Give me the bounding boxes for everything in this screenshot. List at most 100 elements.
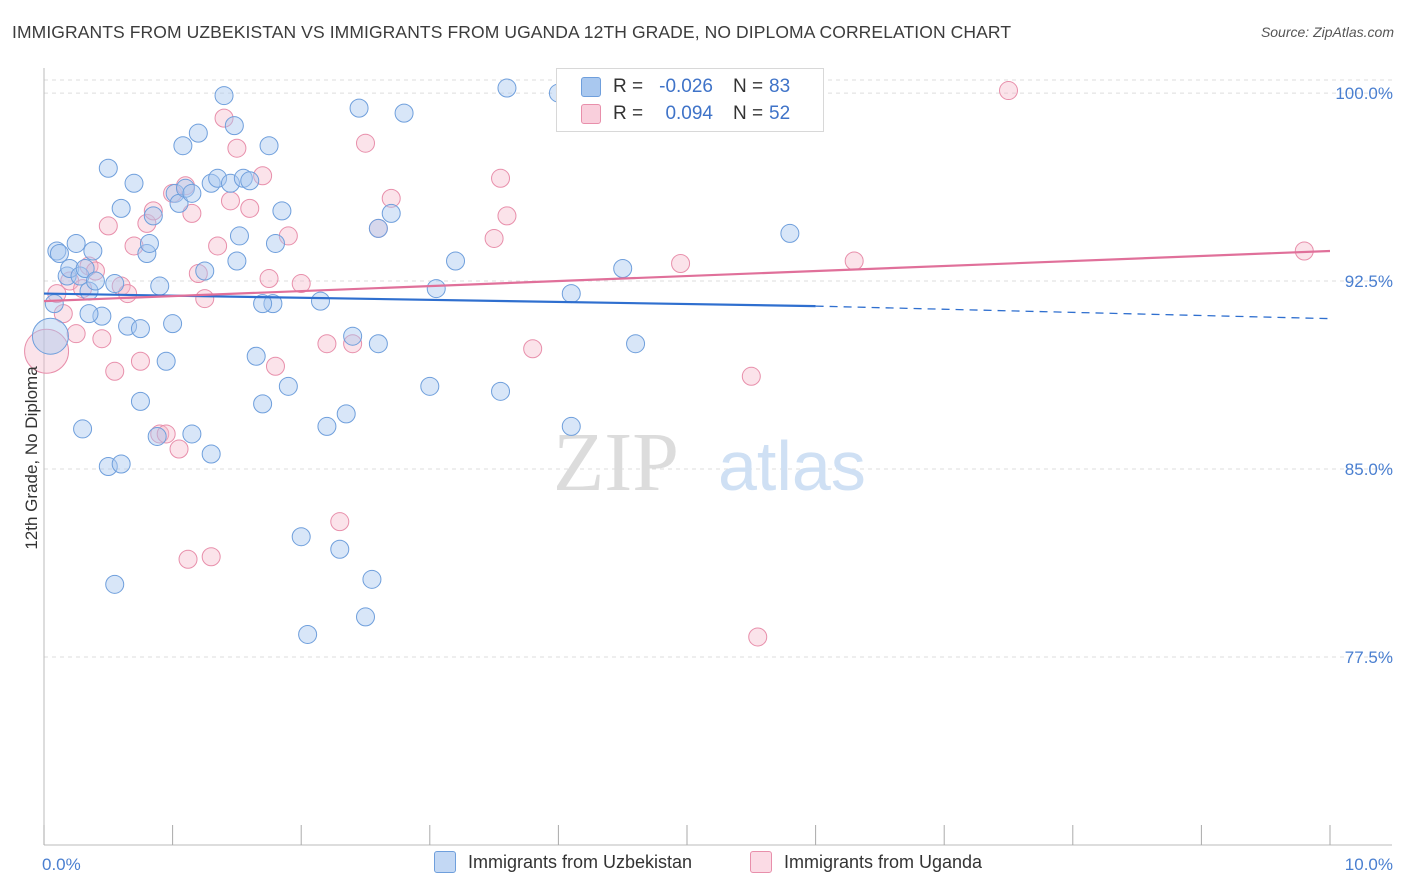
legend-row-uzbekistan: R = -0.026 N = 83 <box>581 75 790 99</box>
y-tick-labels: 77.5% 85.0% 92.5% 100.0% <box>1335 84 1393 667</box>
uzbekistan-point <box>105 574 125 594</box>
legend-swatch-pink <box>581 104 601 124</box>
uganda-point <box>844 251 864 271</box>
uzbekistan-point <box>613 259 633 279</box>
legend-label-uzbekistan: Immigrants from Uzbekistan <box>468 851 693 872</box>
uzbekistan-point <box>83 241 103 261</box>
uganda-point <box>201 547 221 567</box>
uzbekistan-point <box>310 291 330 311</box>
uganda-point <box>214 108 234 128</box>
uzbekistan-point <box>111 454 131 474</box>
uganda-point <box>66 324 86 344</box>
uzbekistan-point <box>330 539 350 559</box>
uzbekistan-point <box>497 78 517 98</box>
y-tick-label: 85.0% <box>1345 460 1393 479</box>
legend-item-uzbekistan: Immigrants from Uzbekistan <box>434 851 692 873</box>
watermark-atlas: atlas <box>718 427 866 505</box>
uzbekistan-point <box>491 381 511 401</box>
uganda-point <box>240 198 260 218</box>
legend-r-label: R = <box>613 76 644 97</box>
uganda-point <box>484 228 504 248</box>
uganda-point <box>253 166 273 186</box>
uzbekistan-point <box>79 304 99 324</box>
uzbekistan-trend-extension <box>815 305 1331 320</box>
uzbekistan-point <box>139 233 159 253</box>
uzbekistan-point <box>246 346 266 366</box>
legend-n-value: 52 <box>769 103 791 124</box>
uzbekistan-point <box>208 168 228 188</box>
uganda-point <box>381 188 401 208</box>
uganda-point <box>265 356 285 376</box>
watermark-zip: ZIP <box>553 416 679 509</box>
legend-n-value: 83 <box>769 76 791 97</box>
uganda-point <box>105 361 125 381</box>
legend-item-uganda: Immigrants from Uganda <box>750 851 982 873</box>
trend-lines <box>43 249 1331 320</box>
uzbekistan-point <box>147 426 167 446</box>
uzbekistan-point <box>182 183 202 203</box>
uzbekistan-point <box>291 527 311 547</box>
uganda-point <box>137 213 157 233</box>
uzbekistan-point <box>229 226 249 246</box>
uganda-point <box>330 512 350 532</box>
legend-swatch-blue <box>581 77 601 97</box>
uzbekistan-point <box>240 171 260 191</box>
uzbekistan-point <box>201 444 221 464</box>
uzbekistan-point <box>111 198 131 218</box>
uzbekistan-point <box>263 294 283 314</box>
legend-swatch-blue <box>434 851 456 873</box>
uganda-point <box>671 254 691 274</box>
uganda-point <box>150 424 170 444</box>
y-tick-label: 100.0% <box>1335 84 1393 103</box>
uzbekistan-point <box>253 294 273 314</box>
uganda-point <box>748 627 768 647</box>
uganda-point <box>92 329 112 349</box>
legend-n-label: N = <box>733 103 764 124</box>
legend-row-uganda: R = 0.094 N = 52 <box>581 102 790 126</box>
uganda-point <box>98 216 118 236</box>
uzbekistan-point <box>66 233 86 253</box>
uzbekistan-point <box>626 334 646 354</box>
watermark: ZIP atlas <box>553 416 866 509</box>
uzbekistan-point <box>394 103 414 123</box>
uzbekistan-point <box>98 158 118 178</box>
uzbekistan-point <box>175 178 195 198</box>
uzbekistan-point <box>130 319 150 339</box>
uzbekistan-point <box>362 569 382 589</box>
x-tick-label: 10.0% <box>1345 855 1393 874</box>
uzbekistan-point <box>780 223 800 243</box>
uganda-point <box>356 133 375 153</box>
legend-swatch-pink <box>750 851 772 873</box>
uganda-point <box>220 191 240 211</box>
source-label: Source: ZipAtlas.com <box>1260 24 1394 40</box>
uzbekistan-point <box>214 86 234 106</box>
uzbekistan-point <box>105 274 125 294</box>
uganda-point <box>523 339 543 359</box>
uzbekistan-point <box>156 351 176 371</box>
series-uganda <box>24 81 1314 647</box>
uzbekistan-point <box>224 116 244 136</box>
uzbekistan-point <box>227 251 247 271</box>
uzbekistan-point <box>298 624 318 644</box>
uzbekistan-point <box>368 334 388 354</box>
uganda-point <box>741 366 761 386</box>
uganda-point <box>317 334 337 354</box>
uzbekistan-point <box>278 376 298 396</box>
legend-n-label: N = <box>733 76 764 97</box>
correlation-legend: R = -0.026 N = 83 R = 0.094 N = 52 <box>556 68 824 132</box>
uzbekistan-point <box>182 424 202 444</box>
uganda-point <box>497 206 517 226</box>
uzbekistan-point <box>381 203 401 223</box>
y-axis-label: 12th Grade, No Diploma <box>22 366 41 550</box>
uzbekistan-point <box>60 259 80 279</box>
uzbekistan-point <box>561 416 581 436</box>
uzbekistan-point <box>259 136 279 156</box>
series-legend: Immigrants from Uzbekistan Immigrants fr… <box>0 851 1406 877</box>
uzbekistan-point <box>195 261 215 281</box>
uzbekistan-point <box>49 243 69 263</box>
uzbekistan-point <box>201 173 221 193</box>
uzbekistan-point <box>368 218 388 238</box>
uzbekistan-point <box>336 404 356 424</box>
gridlines <box>44 79 1392 658</box>
uzbekistan-point <box>343 326 363 346</box>
